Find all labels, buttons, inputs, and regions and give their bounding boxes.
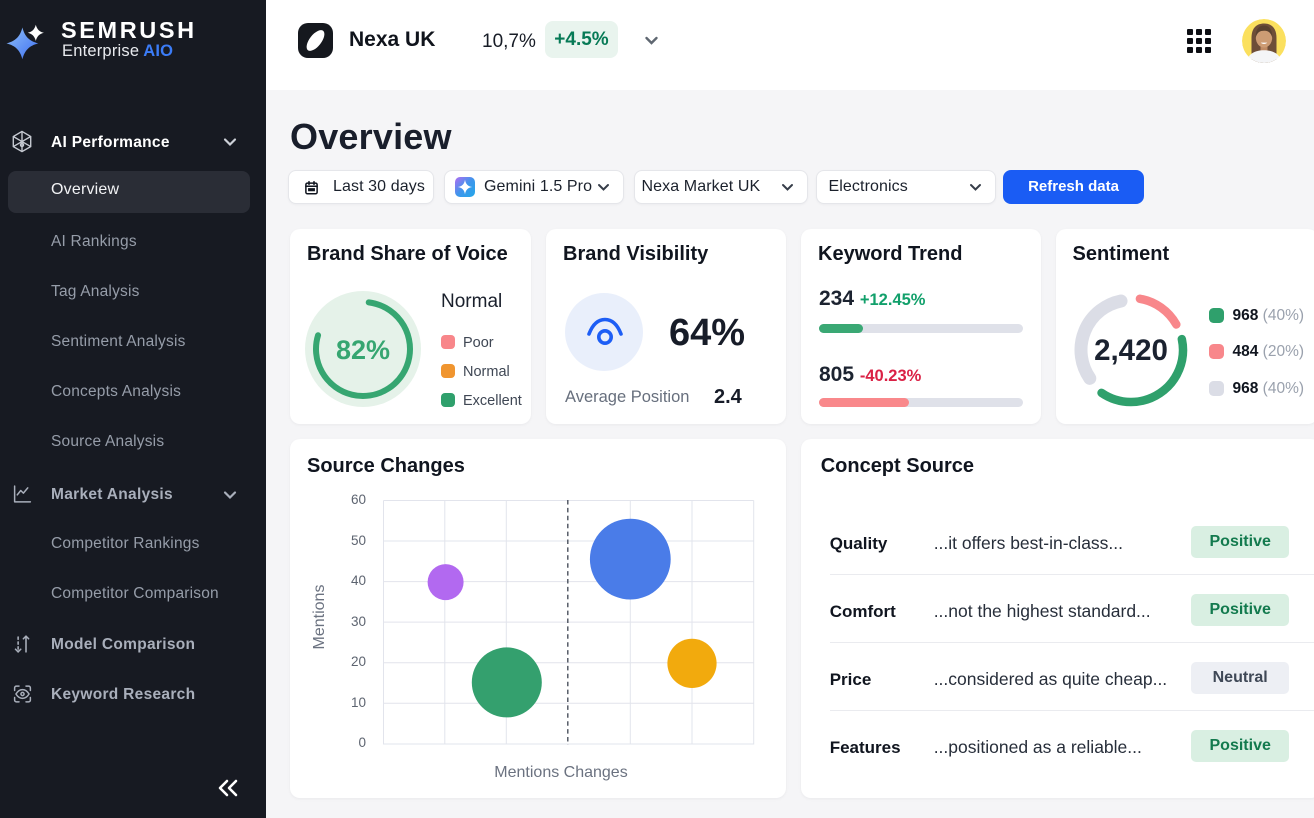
svg-text:2,420: 2,420 [1094, 334, 1168, 367]
svg-text:82%: 82% [336, 335, 390, 365]
